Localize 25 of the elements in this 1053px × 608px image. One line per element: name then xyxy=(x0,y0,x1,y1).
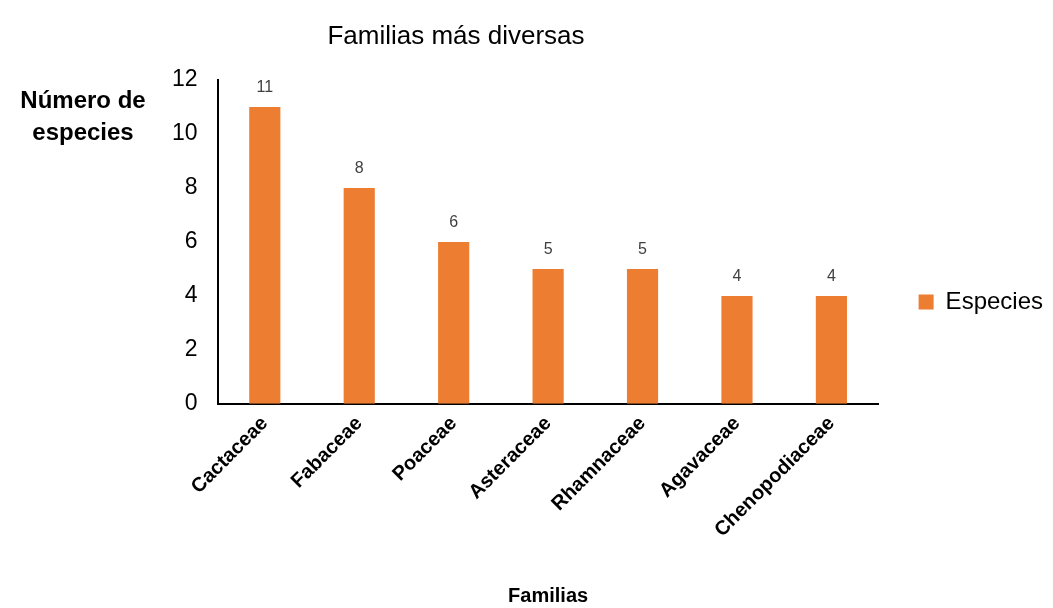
data-label: 8 xyxy=(354,159,364,177)
y-tick-label: 0 xyxy=(184,389,198,416)
bar xyxy=(249,106,281,404)
data-label: 11 xyxy=(256,78,274,96)
y-tick-label: 10 xyxy=(171,119,198,146)
legend-label: Especies xyxy=(945,286,1044,314)
chart-title: Familias más diversas xyxy=(326,20,586,50)
data-label: 4 xyxy=(826,267,836,285)
data-label: 4 xyxy=(732,267,742,285)
bar xyxy=(438,241,470,404)
bar xyxy=(815,295,847,404)
y-axis-title: Número de especies xyxy=(19,85,147,147)
data-label: 6 xyxy=(449,213,459,231)
y-tick-label: 6 xyxy=(184,227,198,254)
bar xyxy=(626,268,659,404)
y-tick-label: 12 xyxy=(171,65,198,92)
data-label: 5 xyxy=(543,240,553,258)
bar xyxy=(532,268,564,404)
y-tick-label: 4 xyxy=(184,281,198,308)
bar xyxy=(721,295,753,404)
bar xyxy=(343,187,375,404)
y-tick-label: 2 xyxy=(184,335,198,362)
data-label: 5 xyxy=(638,240,648,258)
y-tick-label: 8 xyxy=(184,173,198,200)
x-axis-title: Familias xyxy=(508,583,589,606)
